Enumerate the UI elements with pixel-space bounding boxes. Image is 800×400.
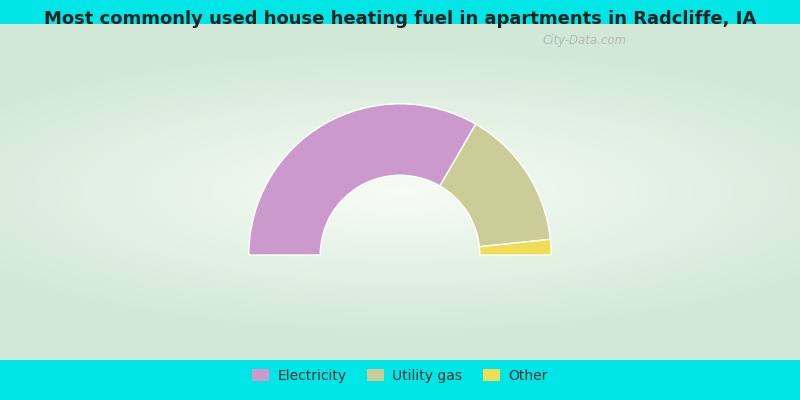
Legend: Electricity, Utility gas, Other: Electricity, Utility gas, Other xyxy=(253,369,547,383)
Text: Most commonly used house heating fuel in apartments in Radcliffe, IA: Most commonly used house heating fuel in… xyxy=(44,10,756,28)
Wedge shape xyxy=(249,104,476,255)
Wedge shape xyxy=(440,124,550,247)
Text: City-Data.com: City-Data.com xyxy=(543,34,627,47)
Wedge shape xyxy=(479,239,551,255)
